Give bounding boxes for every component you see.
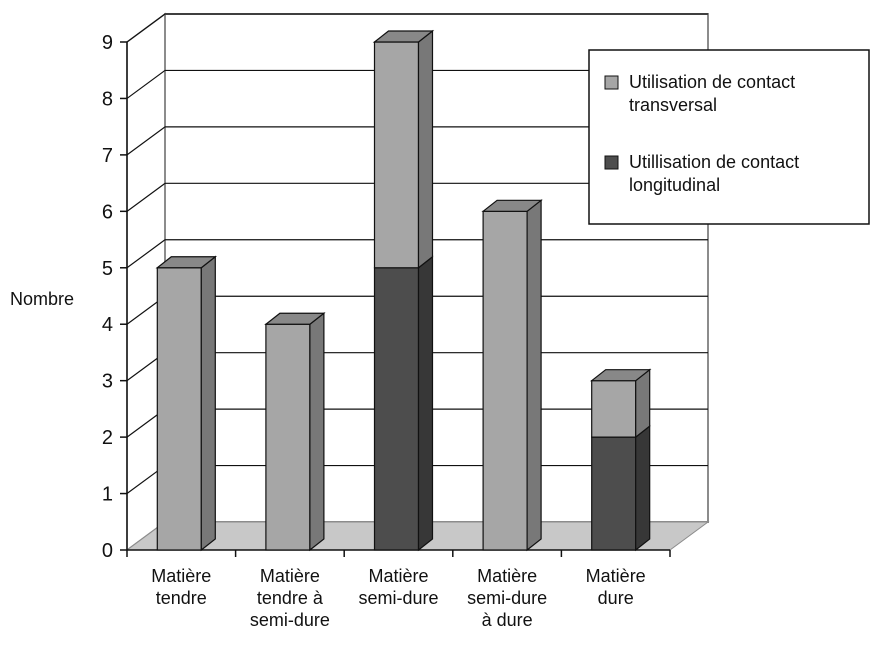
bars — [155, 29, 652, 552]
bar-side — [635, 368, 651, 439]
y-tick-label: 6 — [102, 201, 113, 223]
legend-label: Utilisation de contact transversal — [629, 72, 795, 115]
x-category-label: Matière tendre à semi-dure — [250, 566, 330, 630]
y-tick-label: 3 — [102, 371, 113, 393]
y-tick-label: 8 — [102, 88, 113, 110]
bar-front — [482, 210, 528, 551]
x-category-label-line: tendre — [156, 588, 207, 608]
y-axis-label: Nombre — [10, 289, 74, 309]
x-category-label: Matière semi-dure — [358, 566, 438, 608]
y-tick-label: 1 — [102, 484, 113, 506]
x-category-label-line: Matière — [368, 566, 428, 586]
x-category-label-line: Matière — [260, 566, 320, 586]
bar-side — [526, 199, 542, 552]
bar-front — [373, 267, 420, 551]
x-category-label: Matière tendre — [151, 566, 211, 608]
bar-top — [264, 312, 326, 325]
bar-side — [417, 29, 434, 270]
bar-front — [373, 41, 420, 269]
y-tick-label: 9 — [102, 32, 113, 54]
bar-side — [417, 255, 434, 552]
x-category-label-line: semi-dure — [467, 588, 547, 608]
bar-side — [635, 424, 651, 552]
x-category-label-line: Matière — [477, 566, 537, 586]
gridline-side — [126, 182, 166, 212]
bar-front — [156, 267, 202, 551]
gridline-side — [126, 126, 166, 156]
bar-front — [591, 380, 637, 438]
bar-top — [589, 369, 652, 382]
legend-label-line: Utilisation de contact — [629, 72, 795, 92]
y-tick-label: 7 — [102, 145, 113, 167]
y-tick-labels: 0 1 2 3 4 5 6 7 8 9 — [102, 32, 113, 562]
bar-top — [481, 199, 543, 212]
gridline-side — [126, 69, 166, 99]
x-category-label-line: tendre à — [257, 588, 324, 608]
y-tick-label: 4 — [102, 314, 113, 336]
legend: Utilisation de contact transversal Utillis… — [588, 49, 870, 225]
legend-swatch — [604, 75, 619, 90]
bar-side — [200, 255, 216, 552]
legend-swatch — [604, 155, 619, 170]
x-category-label: Matière dure — [586, 566, 646, 608]
x-category-label-line: à dure — [482, 610, 533, 630]
bar-top — [372, 30, 435, 43]
legend-label-line: Utillisation de contact — [629, 152, 799, 172]
gridline-side — [126, 239, 166, 269]
y-tick-label: 0 — [102, 540, 113, 562]
x-category-label: Matière semi-dure à dure — [467, 566, 547, 630]
bar-front — [591, 436, 637, 551]
x-category-label-line: semi-dure — [358, 588, 438, 608]
legend-label-line: transversal — [629, 95, 717, 115]
bar-side — [309, 311, 325, 552]
x-category-label-line: Matière — [586, 566, 646, 586]
legend-label-line: longitudinal — [629, 175, 720, 195]
y-tick-label: 2 — [102, 427, 113, 449]
bar-front — [265, 323, 311, 551]
legend-box — [588, 49, 870, 225]
y-tick-label: 5 — [102, 258, 113, 280]
legend-label: Utillisation de contact longitudinal — [629, 152, 799, 195]
x-category-label-line: dure — [598, 588, 634, 608]
gridline-side — [126, 13, 166, 43]
x-category-label-line: Matière — [151, 566, 211, 586]
x-category-label-line: semi-dure — [250, 610, 330, 630]
bar-top — [155, 256, 218, 269]
